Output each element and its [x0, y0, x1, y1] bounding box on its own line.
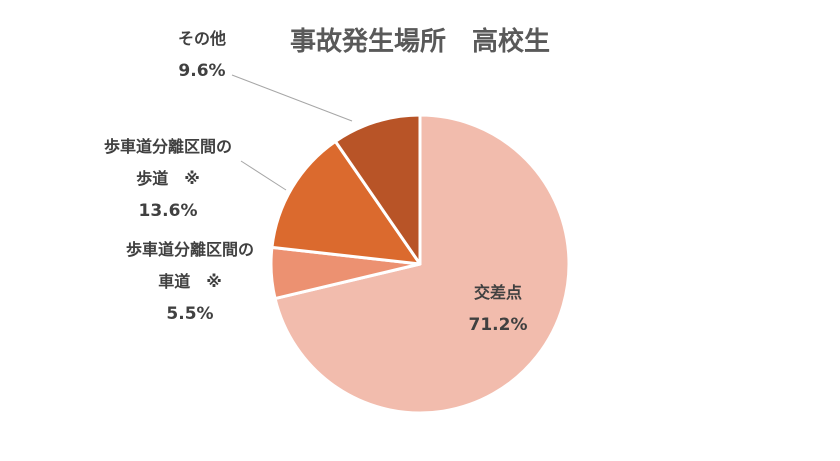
pie-slice: [270, 139, 422, 266]
pie-slices: [269, 113, 571, 415]
pie-slice: [273, 113, 571, 415]
slice-label: その他: [178, 29, 226, 48]
leader-line: [240, 160, 287, 191]
slice-label: 歩車道分離区間の: [104, 137, 232, 156]
chart-title: 事故発生場所 高校生: [290, 26, 550, 57]
slice-value-label: 13.6%: [139, 201, 198, 221]
slice-label: 車道 ※: [158, 272, 222, 291]
leader-line: [231, 74, 353, 122]
slice-label: 歩車道分離区間の: [126, 240, 254, 259]
slice-label: 歩道 ※: [136, 169, 200, 188]
slice-label: 交差点: [474, 283, 522, 302]
slice-value-label: 9.6%: [178, 61, 225, 81]
slice-value-label: 71.2%: [469, 315, 528, 335]
pie-slice: [333, 113, 422, 266]
slice-value-label: 5.5%: [166, 304, 213, 324]
